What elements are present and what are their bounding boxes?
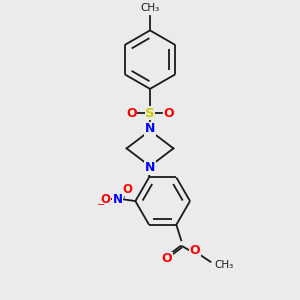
Text: O: O <box>126 107 137 120</box>
Text: −: − <box>97 200 105 210</box>
Text: N: N <box>145 161 155 174</box>
Text: O: O <box>163 107 174 120</box>
Text: O: O <box>190 244 200 256</box>
Text: O: O <box>161 252 172 266</box>
Text: +: + <box>120 191 127 200</box>
Text: N: N <box>113 193 123 206</box>
Text: O: O <box>100 193 110 206</box>
Text: S: S <box>145 107 155 120</box>
Text: N: N <box>145 122 155 135</box>
Text: O: O <box>123 183 133 196</box>
Text: CH₃: CH₃ <box>214 260 234 270</box>
Text: CH₃: CH₃ <box>140 3 160 13</box>
